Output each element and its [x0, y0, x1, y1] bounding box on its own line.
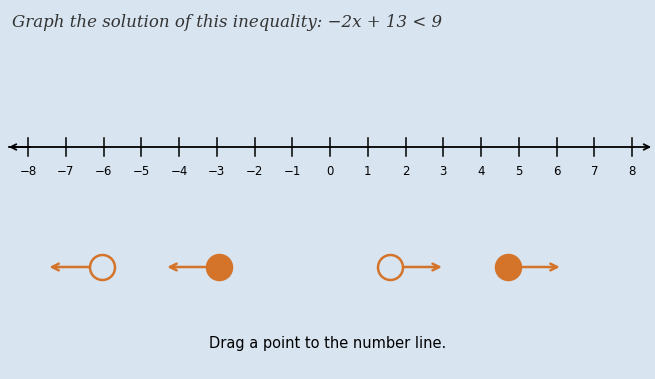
Text: −3: −3 — [208, 165, 225, 178]
Text: 3: 3 — [440, 165, 447, 178]
Text: 8: 8 — [628, 165, 636, 178]
Text: Graph the solution of this inequality: −2x + 13 < 9: Graph the solution of this inequality: −… — [12, 14, 442, 31]
Text: 4: 4 — [477, 165, 485, 178]
Text: −7: −7 — [57, 165, 75, 178]
Text: 2: 2 — [402, 165, 409, 178]
Text: −4: −4 — [170, 165, 188, 178]
Text: 7: 7 — [591, 165, 598, 178]
Text: 6: 6 — [553, 165, 560, 178]
Text: Drag a point to the number line.: Drag a point to the number line. — [209, 336, 446, 351]
Text: −1: −1 — [284, 165, 301, 178]
Text: −2: −2 — [246, 165, 263, 178]
Text: 1: 1 — [364, 165, 371, 178]
Text: 5: 5 — [515, 165, 523, 178]
Text: −5: −5 — [132, 165, 150, 178]
Text: 0: 0 — [326, 165, 333, 178]
Text: −6: −6 — [95, 165, 112, 178]
Text: −8: −8 — [20, 165, 37, 178]
